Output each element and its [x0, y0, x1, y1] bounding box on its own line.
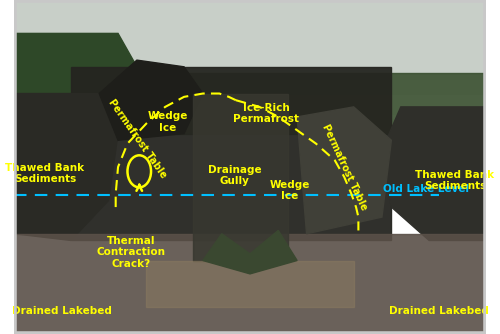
Text: Thawed Bank
Sediments: Thawed Bank Sediments	[416, 170, 494, 191]
Polygon shape	[14, 94, 118, 240]
Bar	[194, 94, 288, 261]
Text: Old Lake Level: Old Lake Level	[383, 184, 469, 194]
Text: Drainage
Gully: Drainage Gully	[208, 165, 262, 186]
Polygon shape	[203, 230, 297, 274]
Text: Ice-Rich
Permafrost: Ice-Rich Permafrost	[234, 103, 300, 124]
Text: Thawed Bank
Sediments: Thawed Bank Sediments	[6, 163, 84, 184]
Text: Permafrost Table: Permafrost Table	[320, 122, 368, 212]
Text: Drained Lakebed: Drained Lakebed	[388, 306, 488, 316]
Polygon shape	[14, 33, 146, 134]
Bar	[71, 67, 392, 240]
Bar	[14, 80, 486, 114]
Text: Thermal
Contraction
Crack?: Thermal Contraction Crack?	[96, 235, 166, 269]
Text: Wedge
Ice: Wedge Ice	[270, 180, 310, 201]
Polygon shape	[297, 107, 392, 234]
Bar	[146, 261, 354, 307]
Bar	[14, 0, 486, 94]
Text: Wedge
Ice: Wedge Ice	[148, 111, 188, 133]
Text: Permafrost Table: Permafrost Table	[107, 97, 169, 180]
Polygon shape	[382, 107, 486, 240]
Polygon shape	[99, 60, 203, 140]
Bar	[14, 73, 486, 134]
Text: Drained Lakebed: Drained Lakebed	[12, 306, 112, 316]
Bar	[14, 234, 486, 334]
